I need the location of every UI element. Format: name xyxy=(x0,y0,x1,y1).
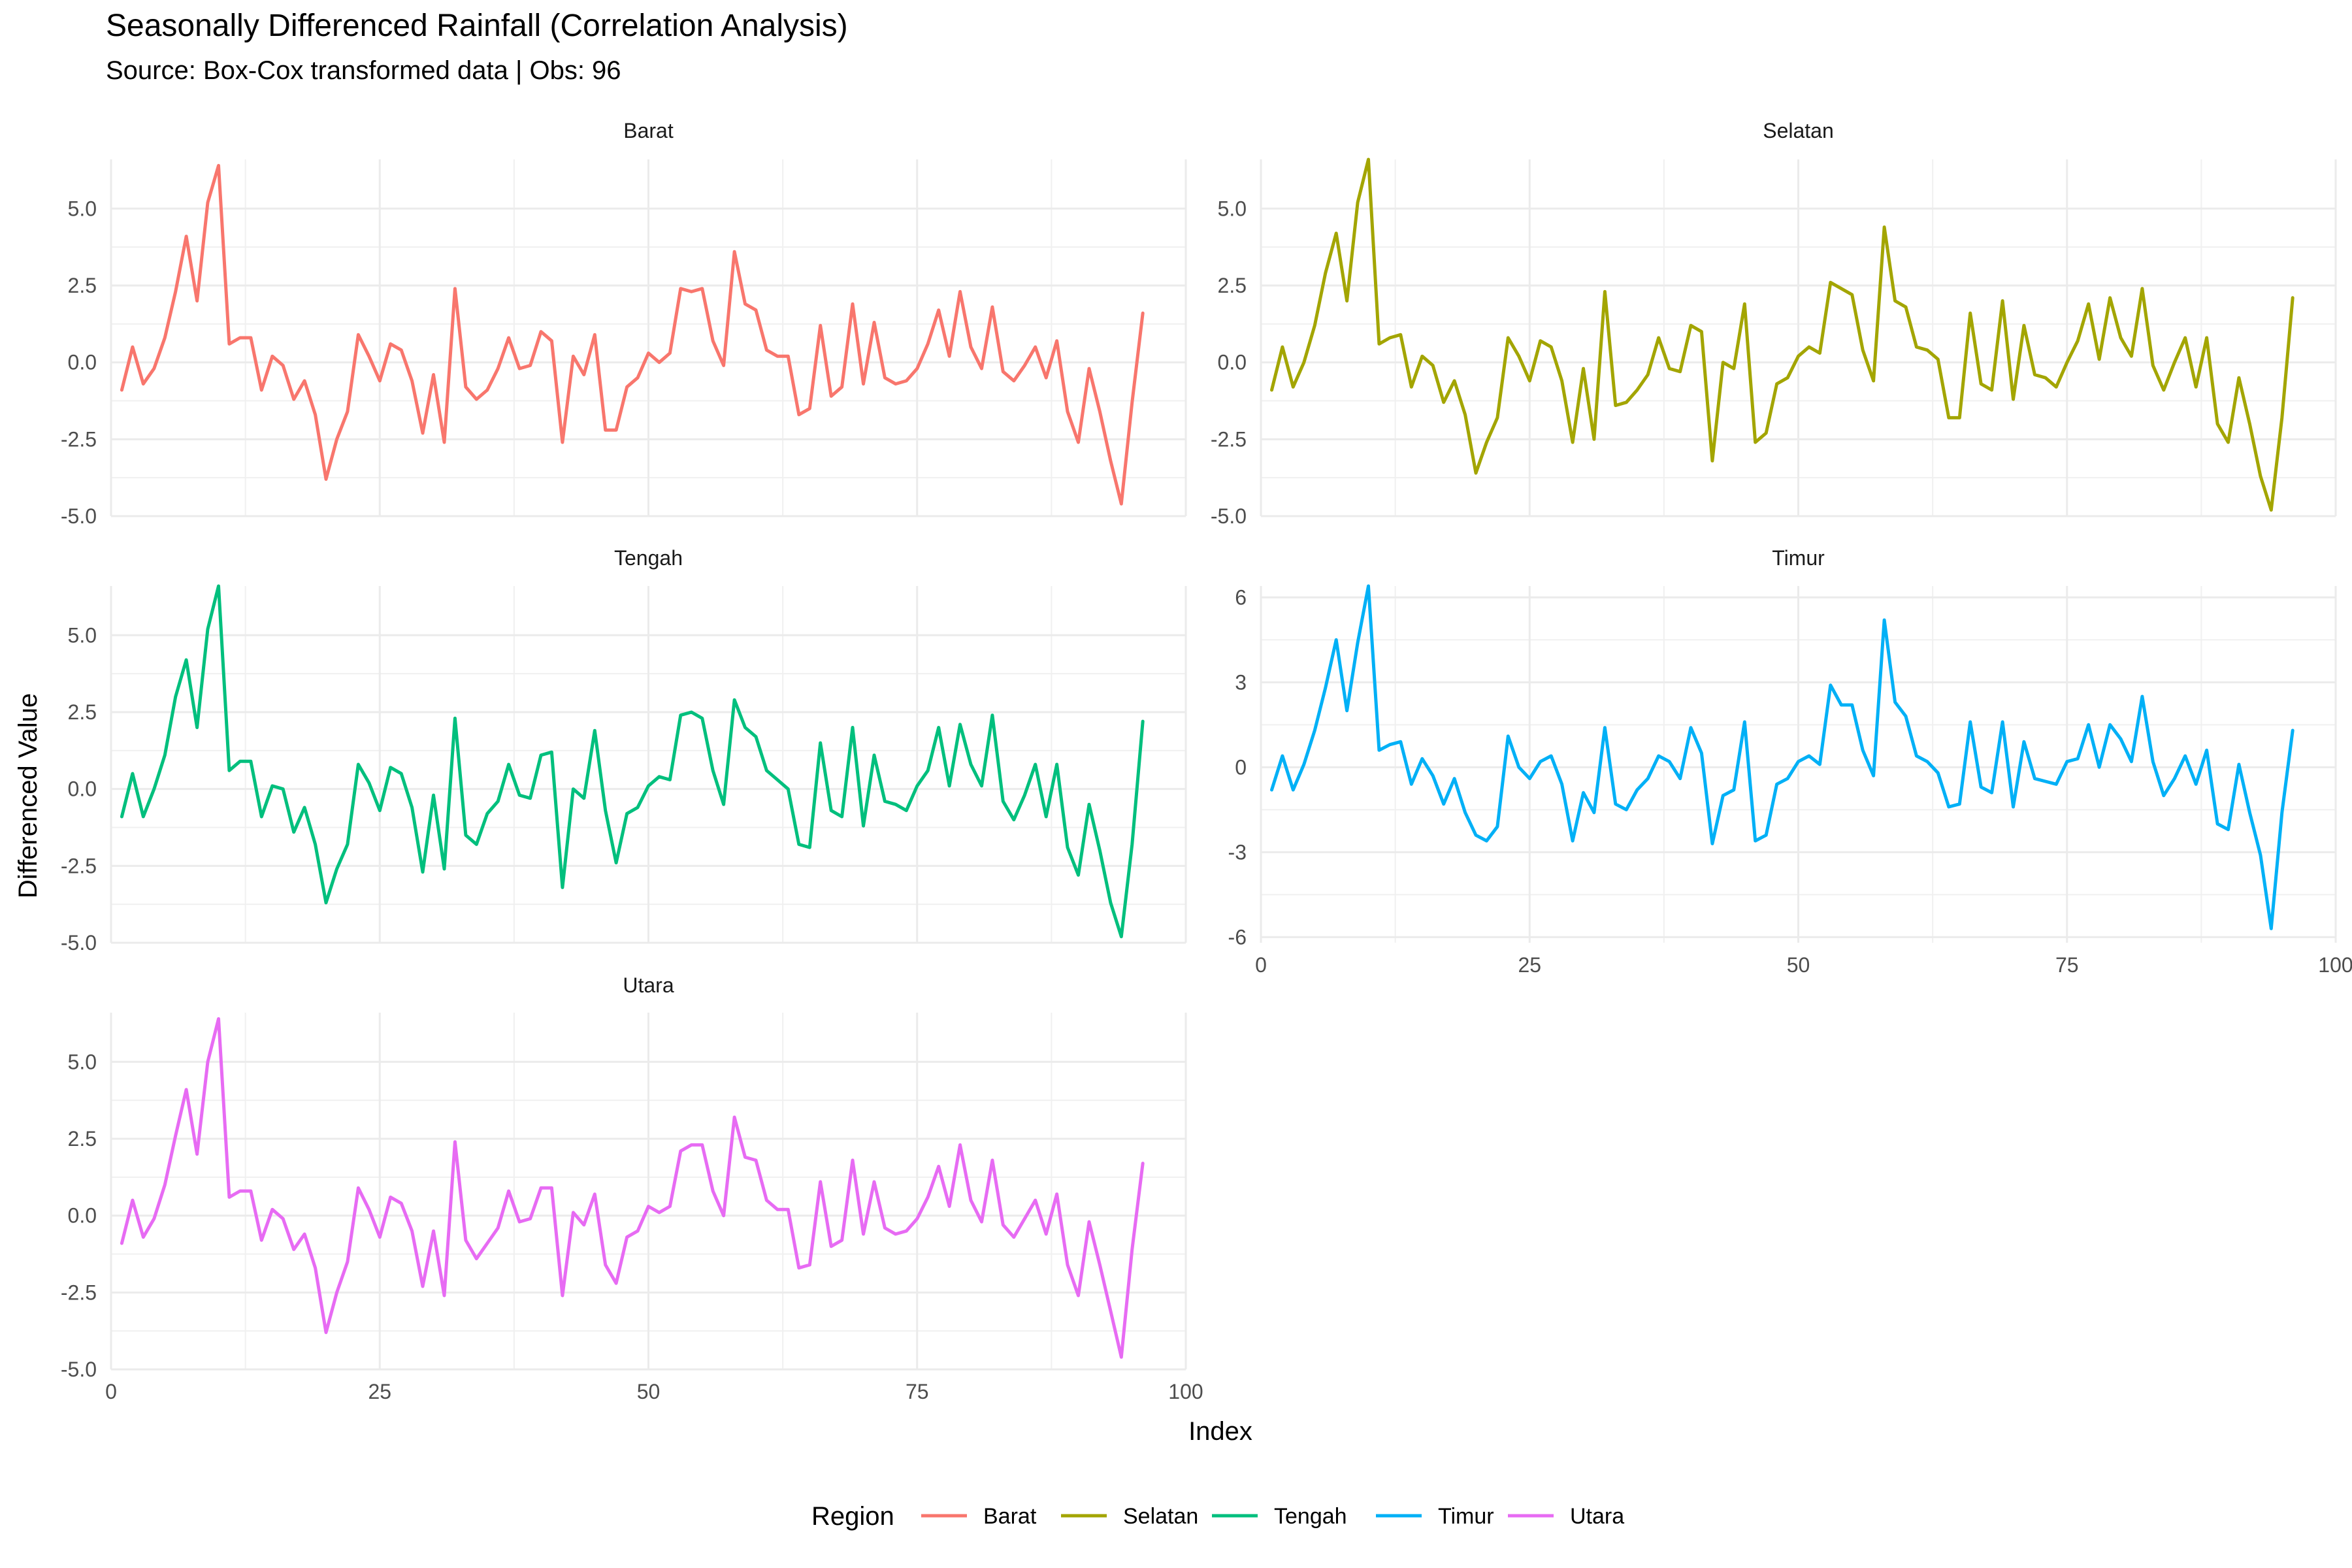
series-line-barat xyxy=(120,163,1145,506)
legend-title: Region xyxy=(811,1502,894,1531)
x-tick-label: 0 xyxy=(1255,953,1267,977)
y-tick-label: 6 xyxy=(1235,585,1247,609)
y-tick-label: -2.5 xyxy=(61,854,97,877)
facet-label-selatan: Selatan xyxy=(1763,119,1834,142)
legend-label-tengah: Tengah xyxy=(1274,1504,1347,1529)
facet-panel-barat: -5.0 -2.5 0.0 2.5 5.0 Barat xyxy=(61,119,1187,528)
legend-item-barat: Barat xyxy=(921,1504,1037,1529)
y-tick-label: 5.0 xyxy=(68,623,97,647)
x-tick-label: 100 xyxy=(2318,953,2352,977)
legend-label-barat: Barat xyxy=(983,1504,1037,1529)
y-tick-label: 3 xyxy=(1235,670,1247,694)
y-tick-label: 0.0 xyxy=(68,777,97,801)
facet-label-tengah: Tengah xyxy=(614,546,683,570)
legend-item-utara: Utara xyxy=(1508,1504,1624,1529)
legend-label-selatan: Selatan xyxy=(1123,1504,1198,1529)
x-tick-label: 50 xyxy=(637,1380,661,1403)
y-tick-label: 0 xyxy=(1235,755,1247,779)
x-tick-label: 25 xyxy=(1518,953,1541,977)
x-tick-label: 25 xyxy=(368,1380,391,1403)
series-line-timur xyxy=(1270,584,2295,930)
x-tick-label: 75 xyxy=(2055,953,2079,977)
y-tick-label: -2.5 xyxy=(61,1281,97,1304)
series-line-selatan xyxy=(1270,157,2295,512)
legend-item-timur: Timur xyxy=(1376,1504,1494,1529)
y-tick-label: -6 xyxy=(1228,925,1247,949)
x-tick-label: 75 xyxy=(906,1380,929,1403)
y-tick-label: 5.0 xyxy=(1218,197,1247,220)
facet-panels: -5.0 -2.5 0.0 2.5 5.0 Barat -5.0 -2.5 0.0 2.5 5.0 S… xyxy=(61,119,2352,1403)
legend-label-utara: Utara xyxy=(1570,1504,1624,1529)
y-tick-label: 0.0 xyxy=(1218,351,1247,374)
y-tick-label: -2.5 xyxy=(61,427,97,451)
y-tick-label: -3 xyxy=(1228,840,1247,864)
x-tick-label: 0 xyxy=(105,1380,117,1403)
y-tick-label: 5.0 xyxy=(68,197,97,220)
y-tick-label: -2.5 xyxy=(1211,427,1247,451)
legend-item-tengah: Tengah xyxy=(1212,1504,1347,1529)
facet-panel-timur: -6 -3 0 3 6 Timur 0 25 50 75 100 xyxy=(1228,546,2352,977)
facet-panel-utara: -5.0 -2.5 0.0 2.5 5.0 Utara 0 25 50 75 100 xyxy=(61,973,1203,1403)
series-line-utara xyxy=(120,1017,1145,1359)
y-tick-label: 0.0 xyxy=(68,1204,97,1228)
series-line-tengah xyxy=(120,584,1145,939)
chart-title: Seasonally Differenced Rainfall (Correla… xyxy=(106,8,848,43)
y-tick-label: -5.0 xyxy=(61,931,97,955)
facet-panel-selatan: -5.0 -2.5 0.0 2.5 5.0 Selatan xyxy=(1211,119,2337,528)
facet-panel-tengah: -5.0 -2.5 0.0 2.5 5.0 Tengah xyxy=(61,546,1187,955)
y-axis-title: Differenced Value xyxy=(14,693,42,898)
y-tick-label: 0.0 xyxy=(68,351,97,374)
y-tick-label: -5.0 xyxy=(1211,504,1247,528)
y-tick-label: -5.0 xyxy=(61,504,97,528)
y-tick-label: 2.5 xyxy=(1218,274,1247,297)
y-tick-label: 2.5 xyxy=(68,1127,97,1151)
x-axis-title: Index xyxy=(1188,1417,1252,1446)
facet-label-barat: Barat xyxy=(623,119,674,142)
facet-label-utara: Utara xyxy=(623,973,674,997)
chart-subtitle: Source: Box-Cox transformed data | Obs: … xyxy=(106,56,621,85)
y-tick-label: 2.5 xyxy=(68,274,97,297)
y-tick-label: 2.5 xyxy=(68,700,97,724)
facet-label-timur: Timur xyxy=(1772,546,1825,570)
legend-label-timur: Timur xyxy=(1438,1504,1494,1529)
x-tick-label: 100 xyxy=(1168,1380,1203,1403)
y-tick-label: 5.0 xyxy=(68,1050,97,1073)
x-tick-label: 50 xyxy=(1787,953,1810,977)
legend-item-selatan: Selatan xyxy=(1061,1504,1198,1529)
legend: Region Barat Selatan Tengah Timur Utara xyxy=(811,1502,1624,1531)
y-tick-label: -5.0 xyxy=(61,1358,97,1381)
